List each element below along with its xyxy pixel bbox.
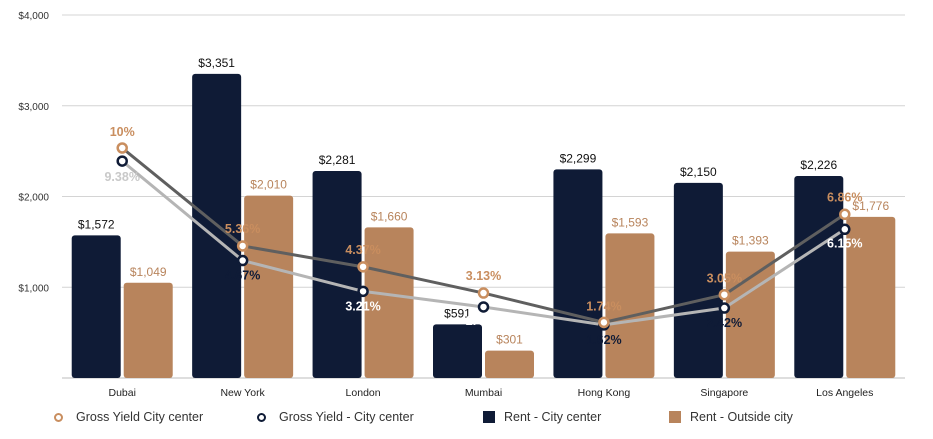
legend-item-gross-yield-dash-city-center: Gross Yield - City center — [257, 405, 414, 429]
data-label-gross-yield-city-center: 4.37% — [345, 243, 380, 257]
data-label-rent-outside-city: $2,010 — [250, 178, 287, 192]
data-label-rent-city-center: $2,281 — [319, 153, 356, 167]
point-gross-yield-dash-city-center — [116, 155, 128, 167]
bar-rent-outside-city — [244, 195, 294, 378]
data-label-gross-yield-dash-city-center: 4.67% — [225, 269, 260, 283]
legend-swatch-tan — [669, 411, 681, 423]
data-label-gross-yield-city-center: 3.13% — [466, 269, 501, 283]
bar-rent-outside-city — [364, 227, 414, 378]
legend: Gross Yield City center Gross Yield - Ci… — [0, 405, 933, 435]
chart: $4,000 $3,000 $2,000 $1,000 $1,572 $1,049 Duba… — [18, 11, 905, 399]
data-label-rent-city-center: $591 — [444, 306, 471, 320]
x-tick-label: Dubai — [108, 387, 135, 399]
point-gross-yield-dash-city-center — [718, 302, 731, 314]
bar-rent-outside-city — [846, 216, 896, 378]
bar-rent-city-center — [312, 170, 362, 378]
data-label-rent-outside-city: $1,393 — [732, 234, 769, 248]
data-label-rent-city-center: $1,572 — [78, 217, 115, 231]
y-tick-label: $1,000 — [18, 283, 49, 294]
legend-label: Rent - City center — [504, 410, 602, 424]
x-tick-label: Hong Kong — [578, 387, 631, 399]
legend-label: Gross Yield - City center — [279, 410, 414, 424]
data-label-rent-outside-city: $1,776 — [852, 199, 889, 213]
data-label-gross-yield-dash-city-center: 2.42% — [707, 316, 742, 330]
data-label-gross-yield-dash-city-center: 6.15% — [827, 236, 862, 250]
y-tick-label: $4,000 — [18, 11, 49, 22]
point-gross-yield-city-center — [357, 261, 369, 273]
data-label-rent-outside-city: $1,660 — [371, 209, 408, 223]
legend-label: Gross Yield City center — [76, 410, 204, 424]
data-label-gross-yield-city-center: 10% — [110, 125, 135, 139]
data-label-gross-yield-city-center: 1.74% — [586, 299, 621, 313]
data-label-gross-yield-dash-city-center: 1.62% — [586, 333, 621, 347]
data-label-gross-yield-city-center: 5.36% — [225, 222, 260, 236]
point-gross-yield-city-center — [116, 142, 128, 154]
legend-marker-ring-navy — [257, 412, 266, 422]
point-gross-yield-dash-city-center — [236, 254, 249, 267]
bar-rent-outside-city — [725, 251, 775, 378]
bar-rent-city-center — [433, 324, 482, 378]
data-label-gross-yield-dash-city-center: 9.38% — [104, 170, 139, 184]
legend-label: Rent - Outside city — [690, 410, 793, 424]
bar-rent-city-center — [71, 235, 121, 378]
data-label-rent-outside-city: $1,049 — [130, 265, 167, 279]
x-tick-label: Mumbai — [465, 387, 502, 399]
data-label-gross-yield-city-center: 3.05% — [707, 272, 742, 286]
legend-marker-ring-tan — [54, 412, 63, 422]
bar-rent-city-center — [673, 182, 723, 378]
data-label-rent-outside-city: $301 — [496, 333, 523, 347]
legend-item-rent-outside-city: Rent - Outside city — [669, 405, 793, 429]
x-tick-label: Los Angeles — [816, 387, 873, 399]
x-tick-label: London — [346, 387, 381, 399]
data-label-gross-yield-dash-city-center: 2.47% — [466, 314, 501, 328]
point-gross-yield-city-center — [839, 208, 851, 221]
bar-rent-city-center — [794, 175, 844, 378]
legend-item-gross-yield-city-center: Gross Yield City center — [54, 405, 203, 429]
bar-rent-outside-city — [605, 233, 655, 378]
bar-rent-outside-city — [485, 350, 534, 378]
data-label-rent-city-center: $3,351 — [198, 56, 235, 70]
point-gross-yield-dash-city-center — [477, 301, 490, 313]
y-tick-label: $2,000 — [18, 193, 49, 204]
data-label-rent-city-center: $2,299 — [560, 151, 597, 165]
bar-rent-city-center — [553, 169, 603, 378]
point-gross-yield-city-center — [598, 316, 610, 329]
point-gross-yield-dash-city-center — [357, 285, 369, 298]
point-gross-yield-city-center — [718, 288, 731, 301]
data-label-rent-city-center: $2,150 — [680, 165, 717, 179]
legend-item-rent-city-center: Rent - City center — [483, 405, 601, 429]
bar-rent-outside-city — [123, 282, 173, 378]
point-gross-yield-city-center — [236, 240, 249, 252]
data-label-rent-city-center: $2,226 — [800, 158, 837, 172]
data-label-rent-outside-city: $1,593 — [612, 215, 649, 229]
legend-swatch-navy — [483, 411, 495, 423]
x-tick-label: New York — [220, 387, 265, 399]
x-tick-label: Singapore — [700, 387, 748, 399]
data-label-gross-yield-city-center: 6.86% — [827, 190, 862, 204]
point-gross-yield-city-center — [477, 287, 490, 299]
data-label-gross-yield-dash-city-center: 3.21% — [345, 299, 380, 313]
y-tick-label: $3,000 — [18, 102, 49, 113]
point-gross-yield-dash-city-center — [839, 223, 851, 236]
